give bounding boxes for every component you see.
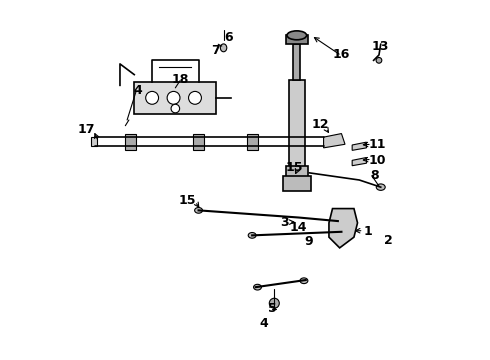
Ellipse shape [248,233,256,238]
Bar [289,80,305,169]
Bar [193,134,204,150]
Text: 2: 2 [384,234,392,247]
Bar [125,134,136,150]
Polygon shape [323,134,345,148]
Polygon shape [352,142,367,150]
Bar [247,134,258,150]
Ellipse shape [220,44,227,52]
Circle shape [167,91,180,104]
Text: 11: 11 [368,138,386,151]
Bar [283,176,311,191]
Bar [92,137,97,146]
Text: 8: 8 [370,169,379,182]
Bar [286,166,308,180]
Text: 6: 6 [224,31,233,44]
Circle shape [270,298,279,308]
Circle shape [171,104,180,113]
Text: 1: 1 [364,225,372,238]
Text: 13: 13 [372,40,390,53]
Text: 4: 4 [260,317,269,330]
Text: 10: 10 [368,154,386,167]
Text: 5: 5 [269,302,277,315]
Text: 7: 7 [211,44,220,57]
Circle shape [189,91,201,104]
Bar [134,82,217,114]
Ellipse shape [253,284,262,290]
Text: 16: 16 [333,48,350,61]
Circle shape [376,58,382,63]
Polygon shape [352,157,367,166]
Bar [286,35,308,44]
Text: 14: 14 [289,221,307,234]
Circle shape [146,91,159,104]
Text: 12: 12 [311,118,329,131]
Text: 15: 15 [178,194,196,207]
Text: 4: 4 [133,84,142,97]
Bar [293,44,300,80]
Text: 18: 18 [172,73,190,86]
Text: 3: 3 [280,216,289,229]
Ellipse shape [195,207,202,213]
Text: 17: 17 [77,123,95,136]
Ellipse shape [300,278,308,284]
Polygon shape [329,208,358,248]
Ellipse shape [376,184,385,190]
Text: 9: 9 [304,235,313,248]
Ellipse shape [287,31,307,40]
Text: 15: 15 [286,161,303,174]
